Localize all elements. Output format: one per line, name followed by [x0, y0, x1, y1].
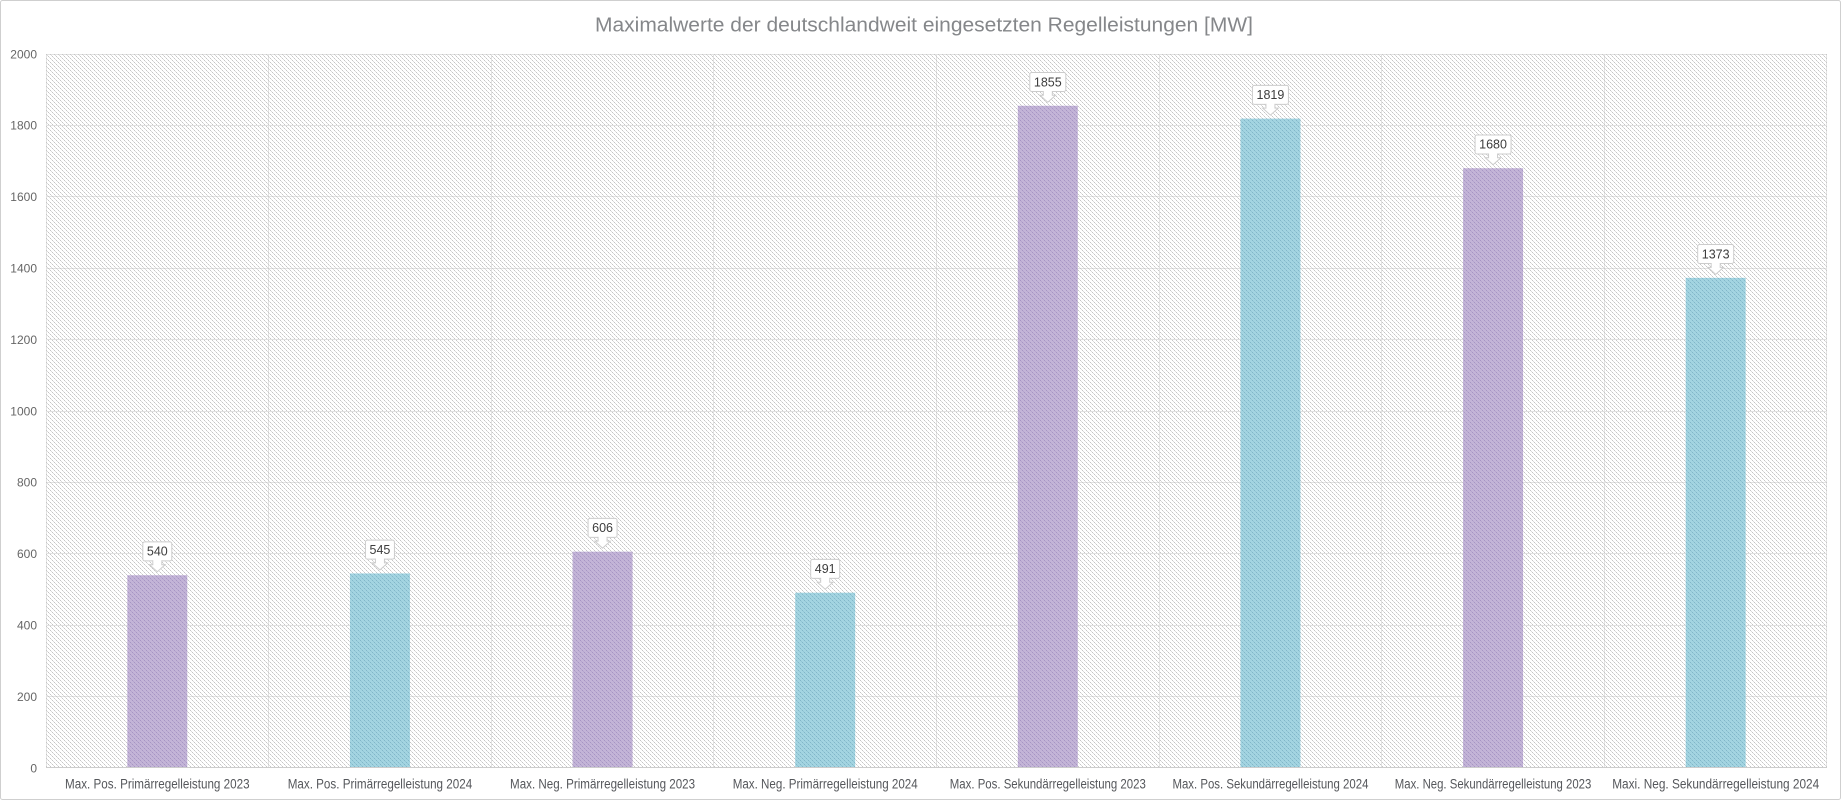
svg-text:545: 545 — [370, 543, 391, 557]
svg-text:400: 400 — [17, 619, 37, 633]
svg-text:1680: 1680 — [1479, 138, 1507, 152]
svg-text:200: 200 — [17, 690, 37, 704]
svg-text:491: 491 — [815, 562, 836, 576]
svg-text:1800: 1800 — [10, 119, 37, 133]
svg-text:Max. Neg. Primärregelleistung: Max. Neg. Primärregelleistung 2024 — [733, 777, 918, 792]
svg-text:1200: 1200 — [10, 333, 37, 347]
svg-text:Max. Pos. Sekundärregelleistun: Max. Pos. Sekundärregelleistung 2023 — [950, 777, 1146, 792]
svg-text:606: 606 — [592, 521, 613, 535]
svg-text:1373: 1373 — [1702, 247, 1730, 261]
svg-text:0: 0 — [30, 761, 37, 775]
svg-text:600: 600 — [17, 547, 37, 561]
svg-text:Max. Pos. Primärregelleistung: Max. Pos. Primärregelleistung 2024 — [288, 777, 473, 792]
svg-text:Maximalwerte der deutschlandwe: Maximalwerte der deutschlandweit eingese… — [595, 15, 1253, 37]
svg-text:Max. Neg. Primärregelleistung: Max. Neg. Primärregelleistung 2023 — [510, 777, 695, 792]
svg-text:540: 540 — [147, 545, 168, 559]
svg-text:1400: 1400 — [10, 262, 37, 276]
svg-text:Max. Pos. Primärregelleistung: Max. Pos. Primärregelleistung 2023 — [65, 777, 250, 792]
svg-text:1000: 1000 — [10, 404, 37, 418]
svg-text:2000: 2000 — [10, 47, 37, 61]
svg-text:1819: 1819 — [1257, 88, 1285, 102]
svg-text:1600: 1600 — [10, 190, 37, 204]
svg-text:Maxi. Neg. Sekundärregelleistu: Maxi. Neg. Sekundärregelleistung 2024 — [1612, 777, 1819, 792]
svg-text:1855: 1855 — [1034, 75, 1062, 89]
svg-text:Max. Neg. Sekundärregelleistun: Max. Neg. Sekundärregelleistung 2023 — [1395, 777, 1592, 792]
svg-text:Max. Pos. Sekundärregelleistun: Max. Pos. Sekundärregelleistung 2024 — [1172, 777, 1368, 792]
svg-text:800: 800 — [17, 476, 37, 490]
